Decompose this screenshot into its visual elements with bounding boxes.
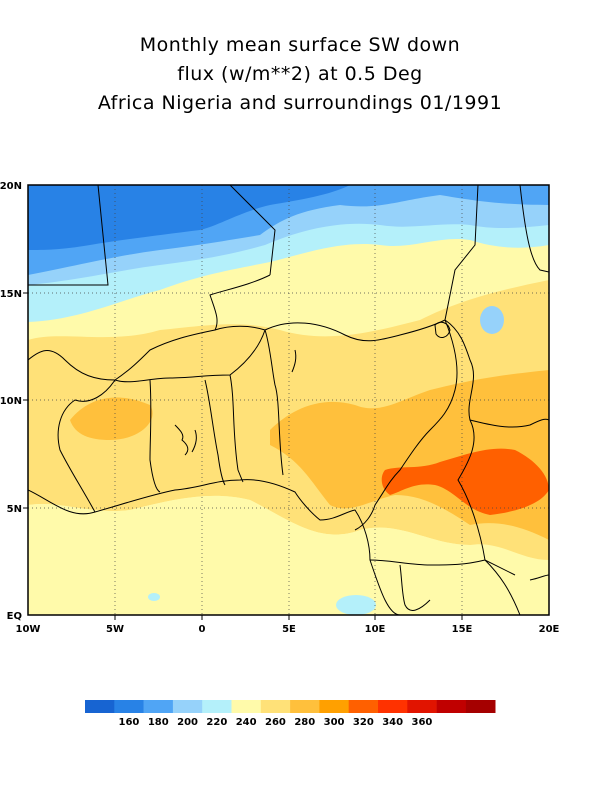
x-tick-label: 20E [539, 624, 560, 635]
colorbar-label: 180 [148, 717, 169, 728]
coastline [28, 479, 401, 615]
colorbar-swatch [202, 700, 232, 713]
graticule [28, 185, 549, 615]
border-niger-chad [444, 185, 479, 321]
border-benin-togo [229, 374, 244, 483]
title-line-1: Monthly mean surface SW down [139, 34, 461, 56]
y-tick-label: 10N [0, 396, 22, 407]
border-chad-sudan [519, 185, 549, 273]
colorbar-swatch [348, 700, 379, 713]
colorbar-swatch [319, 700, 349, 713]
colorbar-label: 280 [294, 717, 315, 728]
colorbar-label: 320 [353, 717, 374, 728]
y-tick-label: 5N [7, 504, 22, 515]
border-ghana-cdi [149, 379, 161, 493]
colorbar-swatch [143, 700, 174, 713]
x-tick-label: 15E [452, 624, 473, 635]
y-tick-label: 15N [0, 289, 22, 300]
field-patch-chad [480, 306, 504, 334]
field-240-260-south [28, 495, 470, 615]
colorbar-swatch [407, 700, 437, 713]
colorbar-swatch [85, 700, 115, 713]
border-cdi-west [57, 379, 116, 513]
colorbar-swatch [378, 700, 408, 713]
border-cameroon-south [369, 559, 516, 576]
shaded-field [28, 185, 549, 615]
boundaries [28, 185, 549, 615]
x-tick-label: 10E [365, 624, 386, 635]
colorbar-label: 240 [236, 717, 257, 728]
border-car [469, 418, 549, 428]
border-niger-nigeria [264, 319, 446, 342]
border-mauritania-mali [28, 185, 109, 286]
colorbar-label: 260 [265, 717, 286, 728]
x-tick-label: 5E [282, 624, 296, 635]
colorbar-swatch [436, 700, 467, 713]
lake-kainji [291, 349, 297, 373]
lake-volta [174, 424, 197, 456]
tick-marks [23, 292, 463, 620]
colorbar-label: 360 [412, 717, 433, 728]
border-nigeria-cameroon [354, 319, 458, 531]
field-patch-gabon [336, 595, 376, 615]
colorbar-swatch [172, 700, 203, 713]
y-tick-label: EQ [7, 611, 22, 622]
border-congo [399, 564, 431, 611]
border-nigeria-west [264, 329, 284, 476]
colorbar-label: 220 [206, 717, 227, 728]
y-tick-label: 20N [0, 181, 22, 192]
title-line-2: flux (w/m**2) at 0.5 Deg [177, 63, 423, 85]
colorbar-label: 200 [177, 717, 198, 728]
field-patch-ocean [148, 593, 160, 601]
colorbar-label: 160 [119, 717, 140, 728]
x-tick-label: 5W [106, 624, 124, 635]
lake-chad [434, 321, 451, 338]
x-tick-label: 0 [199, 624, 206, 635]
border-togo-ghana [204, 379, 226, 486]
y-axis-labels: EQ 5N 10N 15N 20N [0, 181, 22, 622]
x-axis-labels: 10W 5W 0 5E 10E 15E 20E [16, 624, 560, 635]
colorbar-swatch [290, 700, 320, 713]
border-mali-algeria [229, 185, 276, 276]
border-guinea [28, 350, 116, 381]
field-280-300-west [70, 397, 153, 440]
colorbar-label: 340 [382, 717, 403, 728]
field-160-180 [28, 185, 350, 250]
border-drc [484, 559, 549, 615]
field-300-320 [381, 448, 549, 515]
colorbar-swatch [114, 700, 144, 713]
colorbar-swatch [465, 700, 496, 713]
colorbar: 160 180 200 220 240 260 280 300 320 340 360 [85, 700, 496, 728]
colorbar-swatch [260, 700, 291, 713]
colorbar-swatch [231, 700, 262, 713]
title-line-3: Africa Nigeria and surroundings 01/1991 [97, 92, 503, 114]
x-tick-label: 10W [16, 624, 41, 635]
colorbar-label: 300 [324, 717, 345, 728]
border-mali-niger [209, 274, 271, 331]
